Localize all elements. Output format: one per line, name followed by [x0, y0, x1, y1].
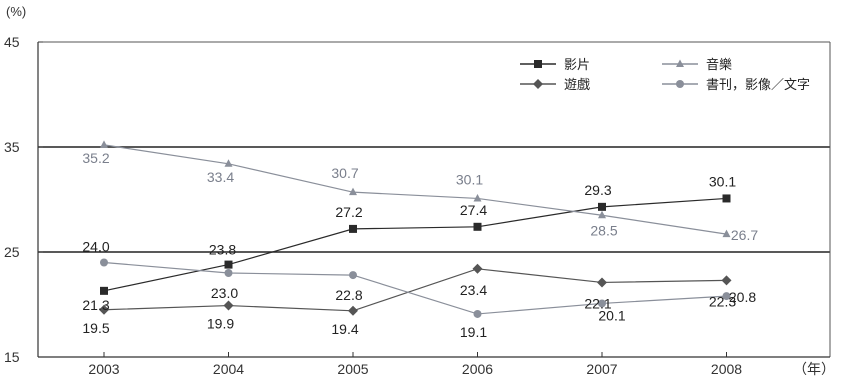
data-point-books — [722, 292, 731, 301]
x-tick-label: 2004 — [213, 361, 244, 377]
data-point-game — [223, 300, 234, 311]
data-label-game: 19.4 — [331, 321, 358, 337]
y-tick-label: 45 — [4, 34, 20, 50]
data-point-music — [722, 229, 731, 238]
data-point-film — [722, 194, 731, 203]
data-label-music: 33.4 — [207, 169, 234, 185]
legend-marker-game — [533, 79, 543, 89]
legend-label-music: 音樂 — [706, 57, 732, 72]
data-label-music: 35.2 — [82, 150, 109, 166]
data-point-film — [224, 260, 233, 269]
x-tick-label: 2003 — [88, 361, 119, 377]
x-tick-label: 2005 — [337, 361, 368, 377]
data-point-music — [100, 140, 108, 148]
data-label-film: 29.3 — [584, 182, 611, 198]
data-point-books — [598, 299, 606, 308]
series-line-film — [103, 197, 727, 292]
data-point-film — [100, 286, 108, 295]
y-tick-label: 25 — [4, 244, 20, 260]
data-label-music: 30.1 — [456, 171, 483, 187]
data-point-film — [598, 202, 606, 211]
data-point-game — [472, 263, 483, 274]
legend-label-game: 遊戲 — [564, 77, 590, 92]
data-point-books — [100, 258, 108, 267]
series-line-game — [103, 268, 727, 312]
data-label-books: 20.8 — [729, 289, 756, 305]
data-point-music — [473, 193, 482, 202]
data-label-film: 23.8 — [209, 242, 236, 258]
data-point-film — [473, 222, 482, 231]
data-point-music — [349, 187, 357, 196]
legend-label-film: 影片 — [564, 57, 590, 72]
data-label-music: 28.5 — [590, 222, 617, 238]
data-label-books: 19.1 — [460, 324, 487, 340]
x-unit-label: （年） — [793, 361, 835, 377]
series-line-books — [103, 261, 727, 315]
y-unit-label: (%) — [6, 4, 26, 19]
x-tick-label: 2008 — [711, 361, 742, 377]
data-label-film: 30.1 — [709, 173, 736, 189]
data-label-books: 20.1 — [598, 307, 625, 323]
data-label-film: 27.4 — [460, 202, 487, 218]
data-label-books: 23.0 — [211, 285, 238, 301]
data-label-game: 19.9 — [207, 316, 234, 332]
data-label-game: 19.5 — [82, 320, 109, 336]
data-point-music — [598, 210, 606, 219]
data-point-game — [99, 304, 109, 315]
data-label-books: 22.8 — [335, 287, 362, 303]
data-point-books — [473, 309, 482, 318]
y-tick-label: 35 — [4, 139, 20, 155]
data-label-film: 21.3 — [82, 297, 109, 313]
legend-marker-books — [676, 80, 684, 88]
data-point-books — [224, 269, 233, 277]
data-point-game — [721, 275, 732, 286]
data-point-music — [224, 159, 233, 167]
data-label-books: 24.0 — [82, 239, 109, 255]
data-label-music: 30.7 — [331, 165, 358, 181]
x-tick-label: 2006 — [462, 361, 493, 377]
data-point-game — [597, 277, 607, 288]
data-label-game: 22.1 — [584, 295, 611, 311]
data-label-film: 27.2 — [335, 204, 362, 220]
data-label-game: 22.3 — [709, 293, 736, 309]
data-label-game: 23.4 — [460, 282, 487, 298]
legend-label-books: 書刊，影像／文字 — [706, 77, 810, 92]
data-label-music: 26.7 — [731, 227, 758, 243]
data-point-game — [348, 305, 358, 316]
y-tick-label: 15 — [4, 349, 20, 365]
legend-marker-film — [534, 60, 542, 68]
legend-marker-music — [676, 59, 684, 67]
data-point-film — [349, 224, 357, 233]
data-point-books — [349, 271, 357, 280]
x-tick-label: 2007 — [586, 361, 617, 377]
series-line-music — [103, 144, 727, 235]
